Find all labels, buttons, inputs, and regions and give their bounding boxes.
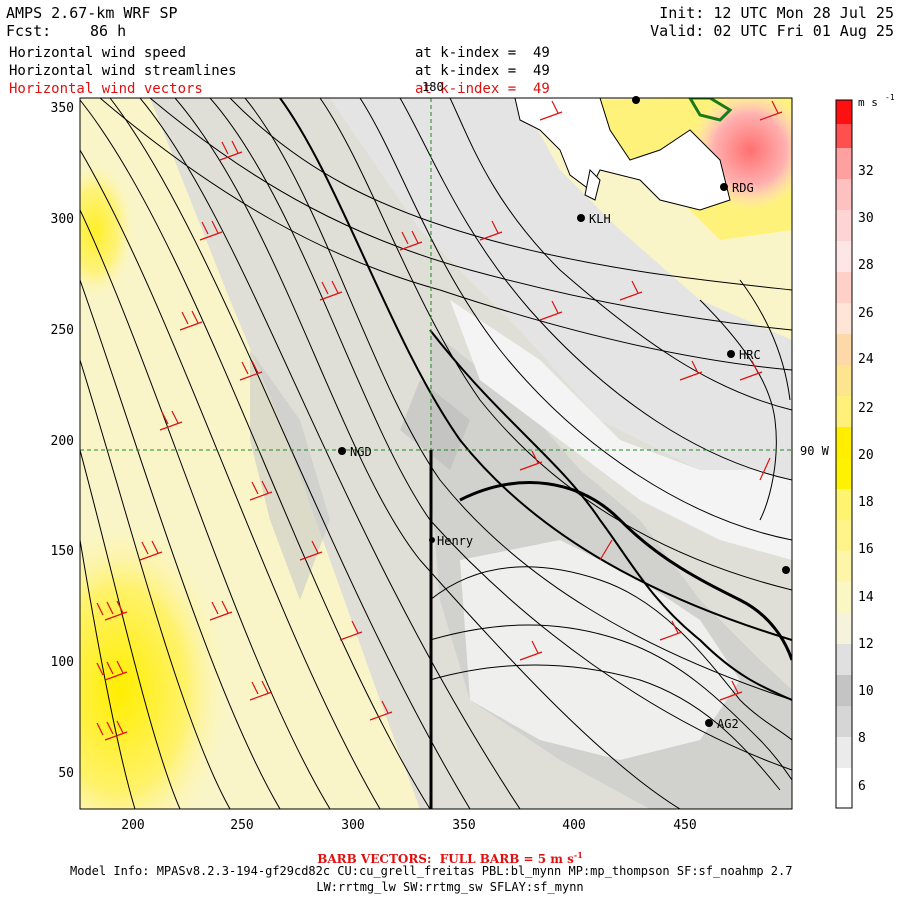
station-label: RDG: [732, 181, 754, 195]
colorbar-label: 12: [858, 637, 874, 652]
colorbar-label: 20: [858, 448, 874, 463]
wind-speed-field: [80, 98, 792, 809]
meridian-label: 180: [422, 80, 444, 94]
parallel-label: 90 W: [800, 444, 830, 458]
field-1-name: Horizontal wind speed: [9, 45, 187, 61]
colorbar-label: 18: [858, 495, 874, 510]
colorbar-label: 26: [858, 306, 874, 321]
barb-legend-exponent: -1: [573, 850, 583, 860]
colorbar-label: 6: [858, 779, 866, 794]
barb-legend-text: BARB VECTORS: FULL BARB = 5 m s: [317, 852, 574, 866]
x-tick-label: 400: [562, 818, 585, 833]
station-label: AG2: [717, 717, 739, 731]
barb-legend: BARB VECTORS: FULL BARB = 5 m s-1: [0, 850, 900, 866]
station-label: KLH: [589, 212, 611, 226]
y-tick-label: 150: [51, 544, 74, 559]
colorbar-label: 14: [858, 590, 874, 605]
model-title: AMPS 2.67-km WRF SP: [6, 4, 178, 22]
station-label: HRC: [739, 348, 761, 362]
field-2-name: Horizontal wind streamlines: [9, 63, 237, 79]
station-label: NGD: [350, 445, 372, 459]
forecast-hour: 86 h: [90, 22, 127, 40]
physics-info: LW:rrtmg_lw SW:rrtmg_sw SFLAY:sf_mynn: [316, 880, 584, 894]
forecast-label: Fcst:: [6, 22, 52, 40]
x-tick-label: 450: [673, 818, 696, 833]
colorbar-label: 32: [858, 164, 874, 179]
x-tick-label: 350: [452, 818, 475, 833]
station-label: Henry: [437, 534, 473, 548]
station-markers: [338, 96, 790, 727]
x-tick-label: 250: [230, 818, 253, 833]
colorbar-label: 30: [858, 211, 874, 226]
colorbar: [835, 99, 853, 809]
model-info: Model Info: MPASv8.2.3-194-gf29cd82c CU:…: [70, 864, 793, 878]
colorbar-unit: m s: [858, 96, 878, 109]
y-tick-label: 50: [58, 766, 74, 781]
colorbar-label: 10: [858, 684, 874, 699]
map-frame: [79, 97, 793, 810]
colorbar-label: 8: [858, 731, 866, 746]
field-2-level: at k-index = 49: [415, 63, 550, 79]
init-time: Init: 12 UTC Mon 28 Jul 25: [659, 4, 894, 22]
x-tick-label: 200: [121, 818, 144, 833]
colorbar-label: 22: [858, 401, 874, 416]
colorbar-label: 28: [858, 258, 874, 273]
field-3-level: at k-index = 49: [415, 81, 550, 97]
colorbar-label: 24: [858, 352, 874, 367]
x-tick-label: 300: [341, 818, 364, 833]
y-tick-label: 350: [51, 101, 74, 116]
colorbar-unit-exponent: -1: [885, 93, 895, 102]
y-tick-label: 250: [51, 323, 74, 338]
y-tick-label: 300: [51, 212, 74, 227]
valid-time: Valid: 02 UTC Fri 01 Aug 25: [650, 22, 894, 40]
y-tick-label: 200: [51, 434, 74, 449]
y-tick-label: 100: [51, 655, 74, 670]
field-3-name: Horizontal wind vectors: [9, 81, 203, 97]
field-1-level: at k-index = 49: [415, 45, 550, 61]
colorbar-label: 16: [858, 542, 874, 557]
